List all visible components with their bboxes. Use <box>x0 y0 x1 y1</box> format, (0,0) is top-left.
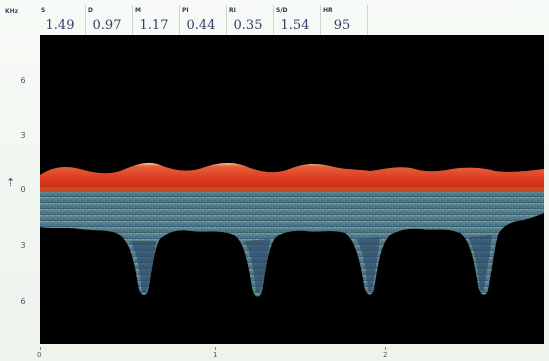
y-tick-label: 3 <box>20 131 26 140</box>
metric-s-value: 1.49 <box>45 18 75 33</box>
x-tick-label: 0 <box>37 351 42 359</box>
metric-ri-label: RI <box>229 7 236 14</box>
metric-ri: RI 0.35 <box>227 5 274 35</box>
forward-flow-band <box>40 162 544 191</box>
metric-s: S 1.49 <box>39 5 86 35</box>
metric-sd-value: 1.54 <box>280 18 310 33</box>
x-tick <box>385 347 386 350</box>
metric-sd-label: S/D <box>276 7 288 14</box>
measurement-bar: KHz S 1.49 D 0.97 M 1.17 PI 0.44 RI 0.35… <box>5 5 544 35</box>
metric-s-label: S <box>41 7 46 14</box>
y-tick-label: 3 <box>20 241 26 250</box>
metric-pi-label: PI <box>182 7 189 14</box>
reverse-flow-band <box>40 192 544 297</box>
metric-hr-value: 95 <box>333 18 351 33</box>
y-tick-label: 0 <box>20 185 26 194</box>
metric-m-label: M <box>135 7 141 14</box>
metric-hr-label: HR <box>323 7 333 14</box>
x-tick <box>40 347 41 350</box>
units-label: KHz <box>5 8 19 15</box>
metric-d-value: 0.97 <box>92 18 122 33</box>
metric-m: M 1.17 <box>133 5 180 35</box>
baseline-cursor-icon[interactable]: ⇡ <box>6 176 16 189</box>
trough-shadow <box>130 235 492 293</box>
metric-ri-value: 0.35 <box>233 18 263 33</box>
x-tick-label: 1 <box>213 351 218 359</box>
metric-hr: HR 95 <box>321 5 368 35</box>
metric-pi: PI 0.44 <box>180 5 227 35</box>
y-tick-label: 6 <box>20 297 26 306</box>
metric-d-label: D <box>88 7 93 14</box>
metric-d: D 0.97 <box>86 5 133 35</box>
x-tick-label: 2 <box>383 351 388 359</box>
metric-m-value: 1.17 <box>139 18 169 33</box>
y-tick-label: 6 <box>20 76 26 85</box>
spectrum-graphic <box>40 162 544 297</box>
metric-sd: S/D 1.54 <box>274 5 321 35</box>
doppler-spectrum <box>40 35 544 344</box>
x-tick <box>215 347 216 350</box>
metric-pi-value: 0.44 <box>186 18 216 33</box>
baseline <box>40 187 544 192</box>
